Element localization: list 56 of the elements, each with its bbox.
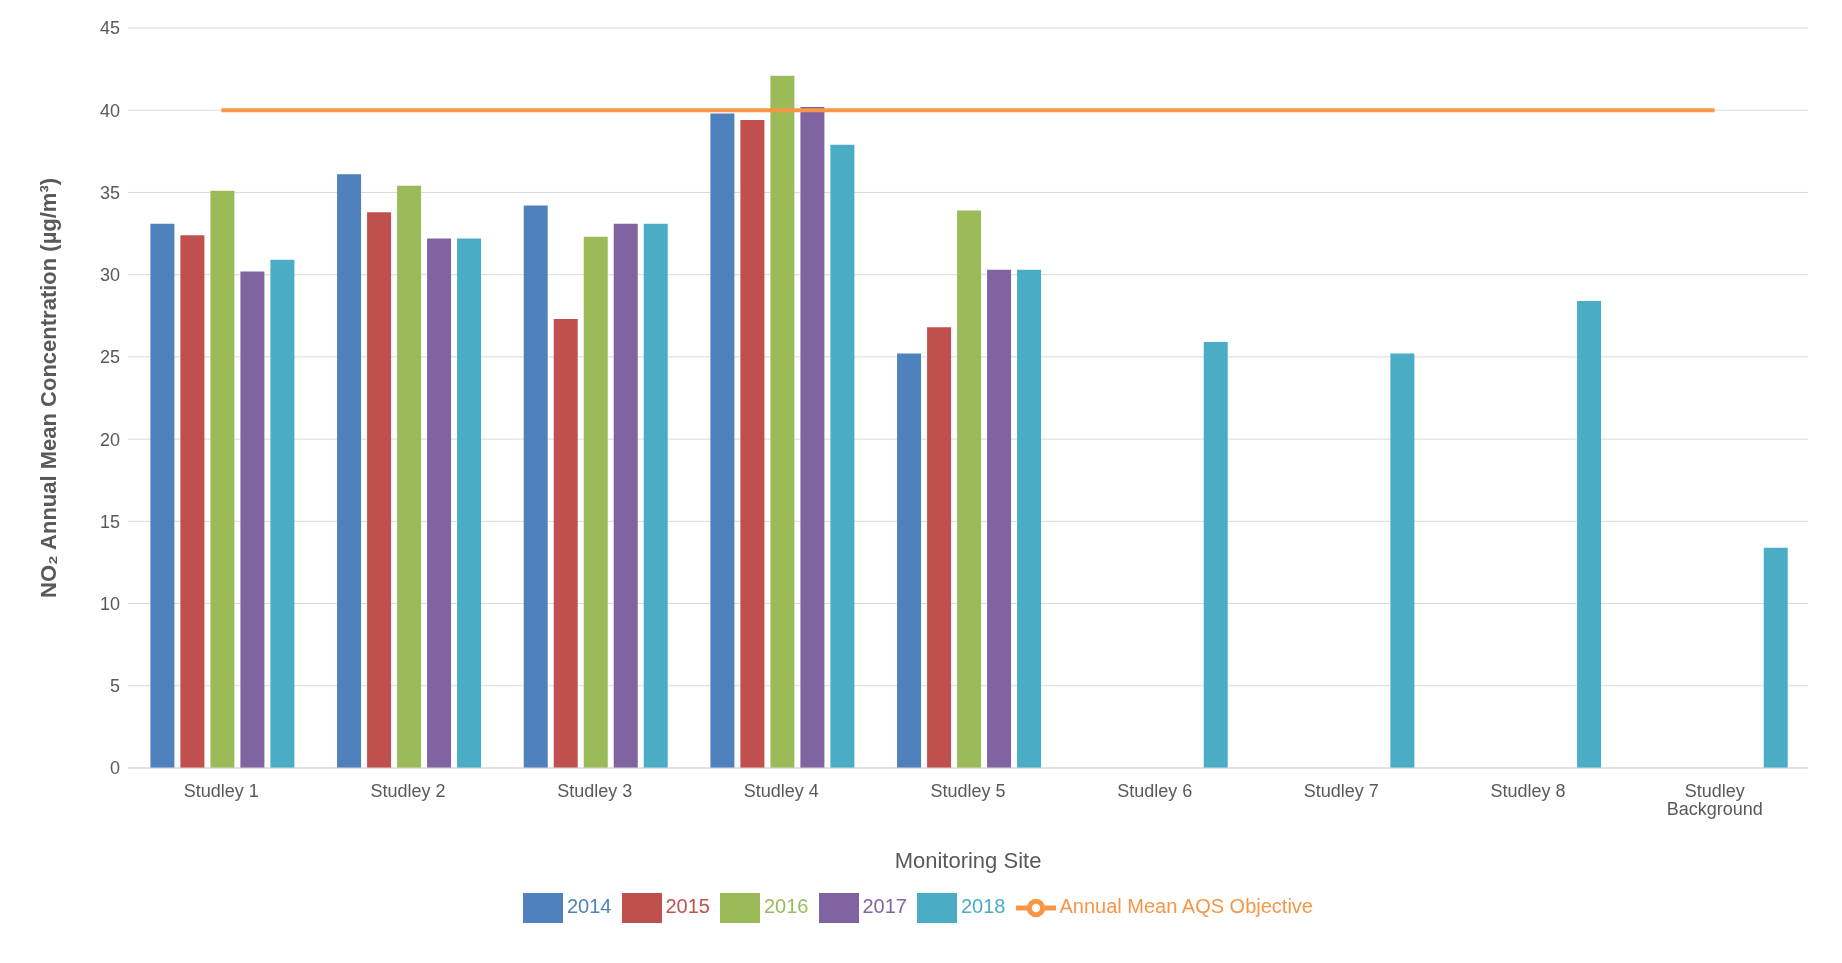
- bar: [1577, 300, 1602, 768]
- bar: [1763, 547, 1788, 768]
- legend-label: 2014: [567, 895, 612, 918]
- y-tick-label: 25: [99, 347, 120, 368]
- bar: [740, 120, 765, 768]
- x-tick-label: Studley 7: [1303, 780, 1379, 801]
- legend-label: 2017: [862, 895, 907, 918]
- y-tick-label: 35: [99, 182, 120, 203]
- bar: [957, 210, 982, 768]
- bar: [830, 144, 855, 768]
- bar: [523, 205, 548, 768]
- bar: [457, 238, 482, 768]
- bar: [553, 319, 578, 768]
- bar: [710, 113, 735, 768]
- bar: [337, 174, 362, 768]
- bar: [210, 190, 235, 768]
- bar: [987, 269, 1012, 768]
- y-tick-label: 45: [99, 18, 120, 39]
- bar: [1017, 269, 1042, 768]
- legend-label: Annual Mean AQS Objective: [1059, 895, 1313, 918]
- bar: [270, 259, 295, 768]
- y-axis-title: NO₂ Annual Mean Concentration (µg/m³): [35, 177, 61, 598]
- bar: [397, 185, 422, 768]
- legend-label: 2015: [665, 895, 710, 918]
- y-tick-label: 20: [99, 429, 120, 450]
- bar: [1390, 353, 1415, 768]
- y-tick-label: 0: [109, 758, 120, 779]
- bar: [613, 223, 638, 768]
- x-tick-label: Studley 1: [183, 780, 259, 801]
- x-tick-label: Studley 8: [1490, 780, 1566, 801]
- y-tick-label: 30: [99, 265, 120, 286]
- bar: [427, 238, 452, 768]
- legend-label: 2018: [961, 895, 1006, 918]
- x-tick-label: Studley 6: [1117, 780, 1193, 801]
- x-tick-label: Studley 4: [743, 780, 819, 801]
- y-tick-label: 10: [99, 593, 120, 614]
- bar: [1203, 342, 1228, 768]
- y-tick-label: 5: [109, 676, 120, 697]
- bar: [150, 223, 175, 768]
- bar: [800, 106, 825, 768]
- bar: [927, 327, 952, 768]
- y-tick-label: 15: [99, 511, 120, 532]
- x-tick-label: Studley 5: [930, 780, 1006, 801]
- x-axis-title: Monitoring Site: [894, 848, 1042, 873]
- bar: [583, 236, 608, 768]
- bar: [240, 271, 265, 768]
- legend-label: 2016: [764, 895, 809, 918]
- x-tick-label: Studley 2: [370, 780, 446, 801]
- x-tick-label: Studley 3: [557, 780, 633, 801]
- bar: [180, 235, 205, 768]
- bar: [643, 223, 668, 768]
- bar: [770, 75, 795, 768]
- x-tick-label: Studley Background: [1666, 780, 1763, 819]
- bar: [367, 212, 392, 768]
- y-tick-label: 40: [99, 100, 120, 121]
- bar: [897, 353, 922, 768]
